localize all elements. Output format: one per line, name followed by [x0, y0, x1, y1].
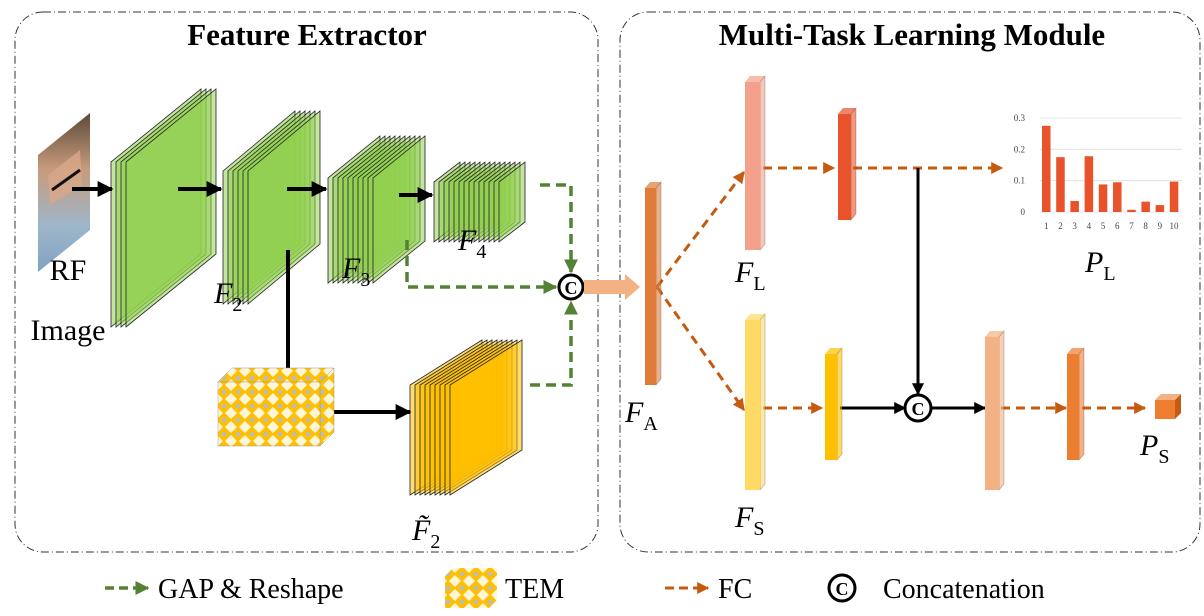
ps-output-cube [1155, 394, 1181, 419]
rf-image-label-line1: RF [50, 254, 87, 287]
feature-map-layer [125, 88, 217, 328]
feature-map-layer [498, 161, 526, 243]
svg-text:C: C [836, 579, 849, 599]
conv-arrows [72, 181, 434, 420]
pl-bar-chart: 0 0.1 0.2 0.3 1 2 3 4 5 6 7 8 9 10 [1014, 113, 1182, 231]
fl-fc-bar [838, 106, 857, 222]
f2-tilde-label: F̃2 [411, 514, 440, 553]
bar-9 [1155, 205, 1165, 212]
concat-node-1: C [557, 273, 585, 301]
svg-text:C: C [912, 399, 925, 419]
bar-8 [1141, 201, 1150, 212]
svg-text:C: C [565, 278, 578, 298]
gap-reshape-arrows [405, 183, 578, 387]
shared-arrows [840, 168, 987, 414]
x-tick-label: 5 [1101, 221, 1106, 231]
y-tick-label: 0.2 [1014, 144, 1025, 154]
concat-node-2: C [903, 393, 933, 423]
x-tick-label: 4 [1087, 221, 1092, 231]
fl-bar [745, 74, 766, 252]
bar-3 [1070, 201, 1079, 212]
f4-stack [433, 161, 526, 243]
legend-gap-label: GAP & Reshape [158, 574, 344, 605]
legend-tem-label: TEM [505, 574, 564, 605]
f2-tilde-stack [409, 339, 523, 496]
fused-bar [985, 329, 1005, 492]
feature-extractor-title: Feature Extractor [187, 17, 427, 52]
fused-fc-bar [1067, 346, 1085, 462]
tem-block [217, 367, 335, 447]
bar-7 [1127, 209, 1136, 212]
x-tick-label: 1 [1044, 221, 1049, 231]
bar-4 [1084, 156, 1094, 212]
f2-stack [222, 110, 321, 305]
rf-face-image [38, 113, 90, 272]
feature-map-layer [372, 135, 426, 284]
legend-concat-icon: C [827, 573, 857, 603]
conv1-stack [110, 88, 217, 328]
y-tick-label: 0 [1021, 207, 1026, 217]
y-tick-label: 0.3 [1014, 113, 1026, 123]
legend-tem-icon [445, 568, 497, 608]
fc-arrows [655, 162, 1147, 414]
x-tick-label: 3 [1072, 221, 1077, 231]
x-tick-label: 8 [1143, 221, 1148, 231]
fa-label: FA [624, 396, 658, 435]
x-tick-label: 10 [1170, 221, 1180, 231]
bar-2 [1056, 157, 1065, 212]
fs-fc-bar [825, 346, 843, 462]
legend-concat-label: Concatenation [883, 574, 1045, 605]
fa-bar [645, 180, 662, 387]
legend-fc-label: FC [718, 574, 752, 605]
multi-task-title: Multi-Task Learning Module [719, 17, 1105, 52]
f4-label: F4 [457, 224, 486, 263]
pl-label: PL [1084, 246, 1116, 285]
x-tick-label: 7 [1129, 221, 1134, 231]
feature-map-layer [449, 339, 523, 496]
x-tick-label: 6 [1115, 221, 1120, 231]
feature-map-layer [247, 110, 321, 305]
bar-1 [1042, 125, 1051, 212]
y-tick-label: 0.1 [1014, 176, 1025, 186]
rf-image-label-line2: Image [31, 314, 106, 347]
bar-5 [1098, 184, 1108, 212]
ps-label: PS [1139, 429, 1169, 468]
x-tick-label: 9 [1158, 221, 1163, 231]
legend: GAP & Reshape TEM FC C Concatenation [105, 568, 1045, 608]
feature-extractor-panel [14, 11, 599, 553]
x-tick-label: 2 [1058, 221, 1063, 231]
f2-label: F2 [213, 277, 242, 316]
bar-10 [1169, 181, 1179, 212]
fusion-arrow [584, 274, 640, 300]
fs-bar [745, 312, 766, 492]
bar-6 [1113, 182, 1122, 212]
fl-label: FL [734, 256, 766, 295]
fs-label: FS [734, 501, 764, 540]
f3-label: F3 [341, 252, 370, 291]
